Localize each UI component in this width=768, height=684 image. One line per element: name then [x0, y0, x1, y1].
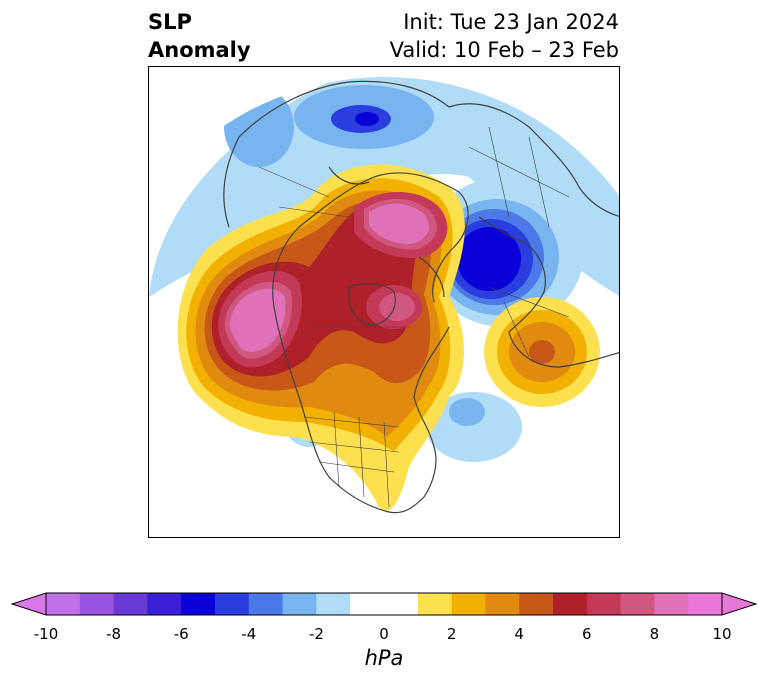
colorbar-bin: [248, 593, 284, 615]
colorbar-bin: [181, 593, 216, 615]
map-subtitle: Init: Tue 23 Jan 2024 Valid: 10 Feb – 23…: [390, 8, 619, 64]
title-line-slp: SLP: [148, 10, 192, 34]
map-title: SLP Anomaly: [148, 8, 251, 64]
slp-anomaly-map: [148, 66, 620, 538]
colorbar-bin: [485, 593, 520, 615]
colorbar-tick-label: -4: [241, 625, 257, 643]
colorbar-extend-min: [10, 592, 47, 616]
colorbar-bin: [147, 593, 182, 615]
anomaly-field: [149, 77, 619, 511]
colorbar-bin: [350, 593, 385, 615]
colorbar-bin: [620, 593, 655, 615]
colorbar-bin: [215, 593, 250, 615]
colorbar-bin: [451, 593, 486, 615]
map-canvas: [149, 77, 619, 514]
title-line-anomaly: Anomaly: [148, 38, 251, 62]
coastlines: [223, 80, 619, 514]
colorbar-bin: [417, 593, 453, 615]
valid-range: Valid: 10 Feb – 23 Feb: [389, 38, 619, 62]
colorbar-tick-label: -2: [308, 625, 324, 643]
colorbar-tick-label: 10: [712, 625, 732, 643]
colorbar-bin: [519, 593, 554, 615]
colorbar-tick-label: 4: [514, 625, 524, 643]
init-date: Init: Tue 23 Jan 2024: [403, 10, 619, 34]
colorbar-tick-label: 2: [446, 625, 457, 643]
colorbar-tick-label: -6: [173, 625, 189, 643]
colorbar-border: [45, 592, 723, 616]
colorbar-unit: hPa: [364, 646, 404, 670]
colorbar-bin: [46, 593, 81, 615]
colorbar-bin: [282, 593, 317, 615]
colorbar-bin: [79, 593, 115, 615]
colorbar-tick-label: 0: [379, 625, 389, 643]
colorbar-bin: [654, 593, 689, 615]
colorbar-extend-max: [721, 592, 758, 616]
colorbar-tick-label: 6: [582, 625, 592, 643]
colorbar-tick-label: 8: [649, 625, 660, 643]
colorbar-bin: [113, 593, 148, 615]
country-borders: [258, 126, 570, 508]
colorbar-bin: [316, 593, 351, 615]
colorbar-bin: [384, 593, 419, 615]
colorbar-bin: [553, 593, 588, 615]
colorbar: [0, 585, 768, 645]
colorbar-tick-label: -10: [33, 625, 59, 643]
colorbar-bin: [688, 593, 723, 615]
colorbar-bin: [586, 593, 622, 615]
colorbar-tick-label: -8: [106, 625, 122, 643]
colorbar-graphic: [10, 592, 758, 616]
